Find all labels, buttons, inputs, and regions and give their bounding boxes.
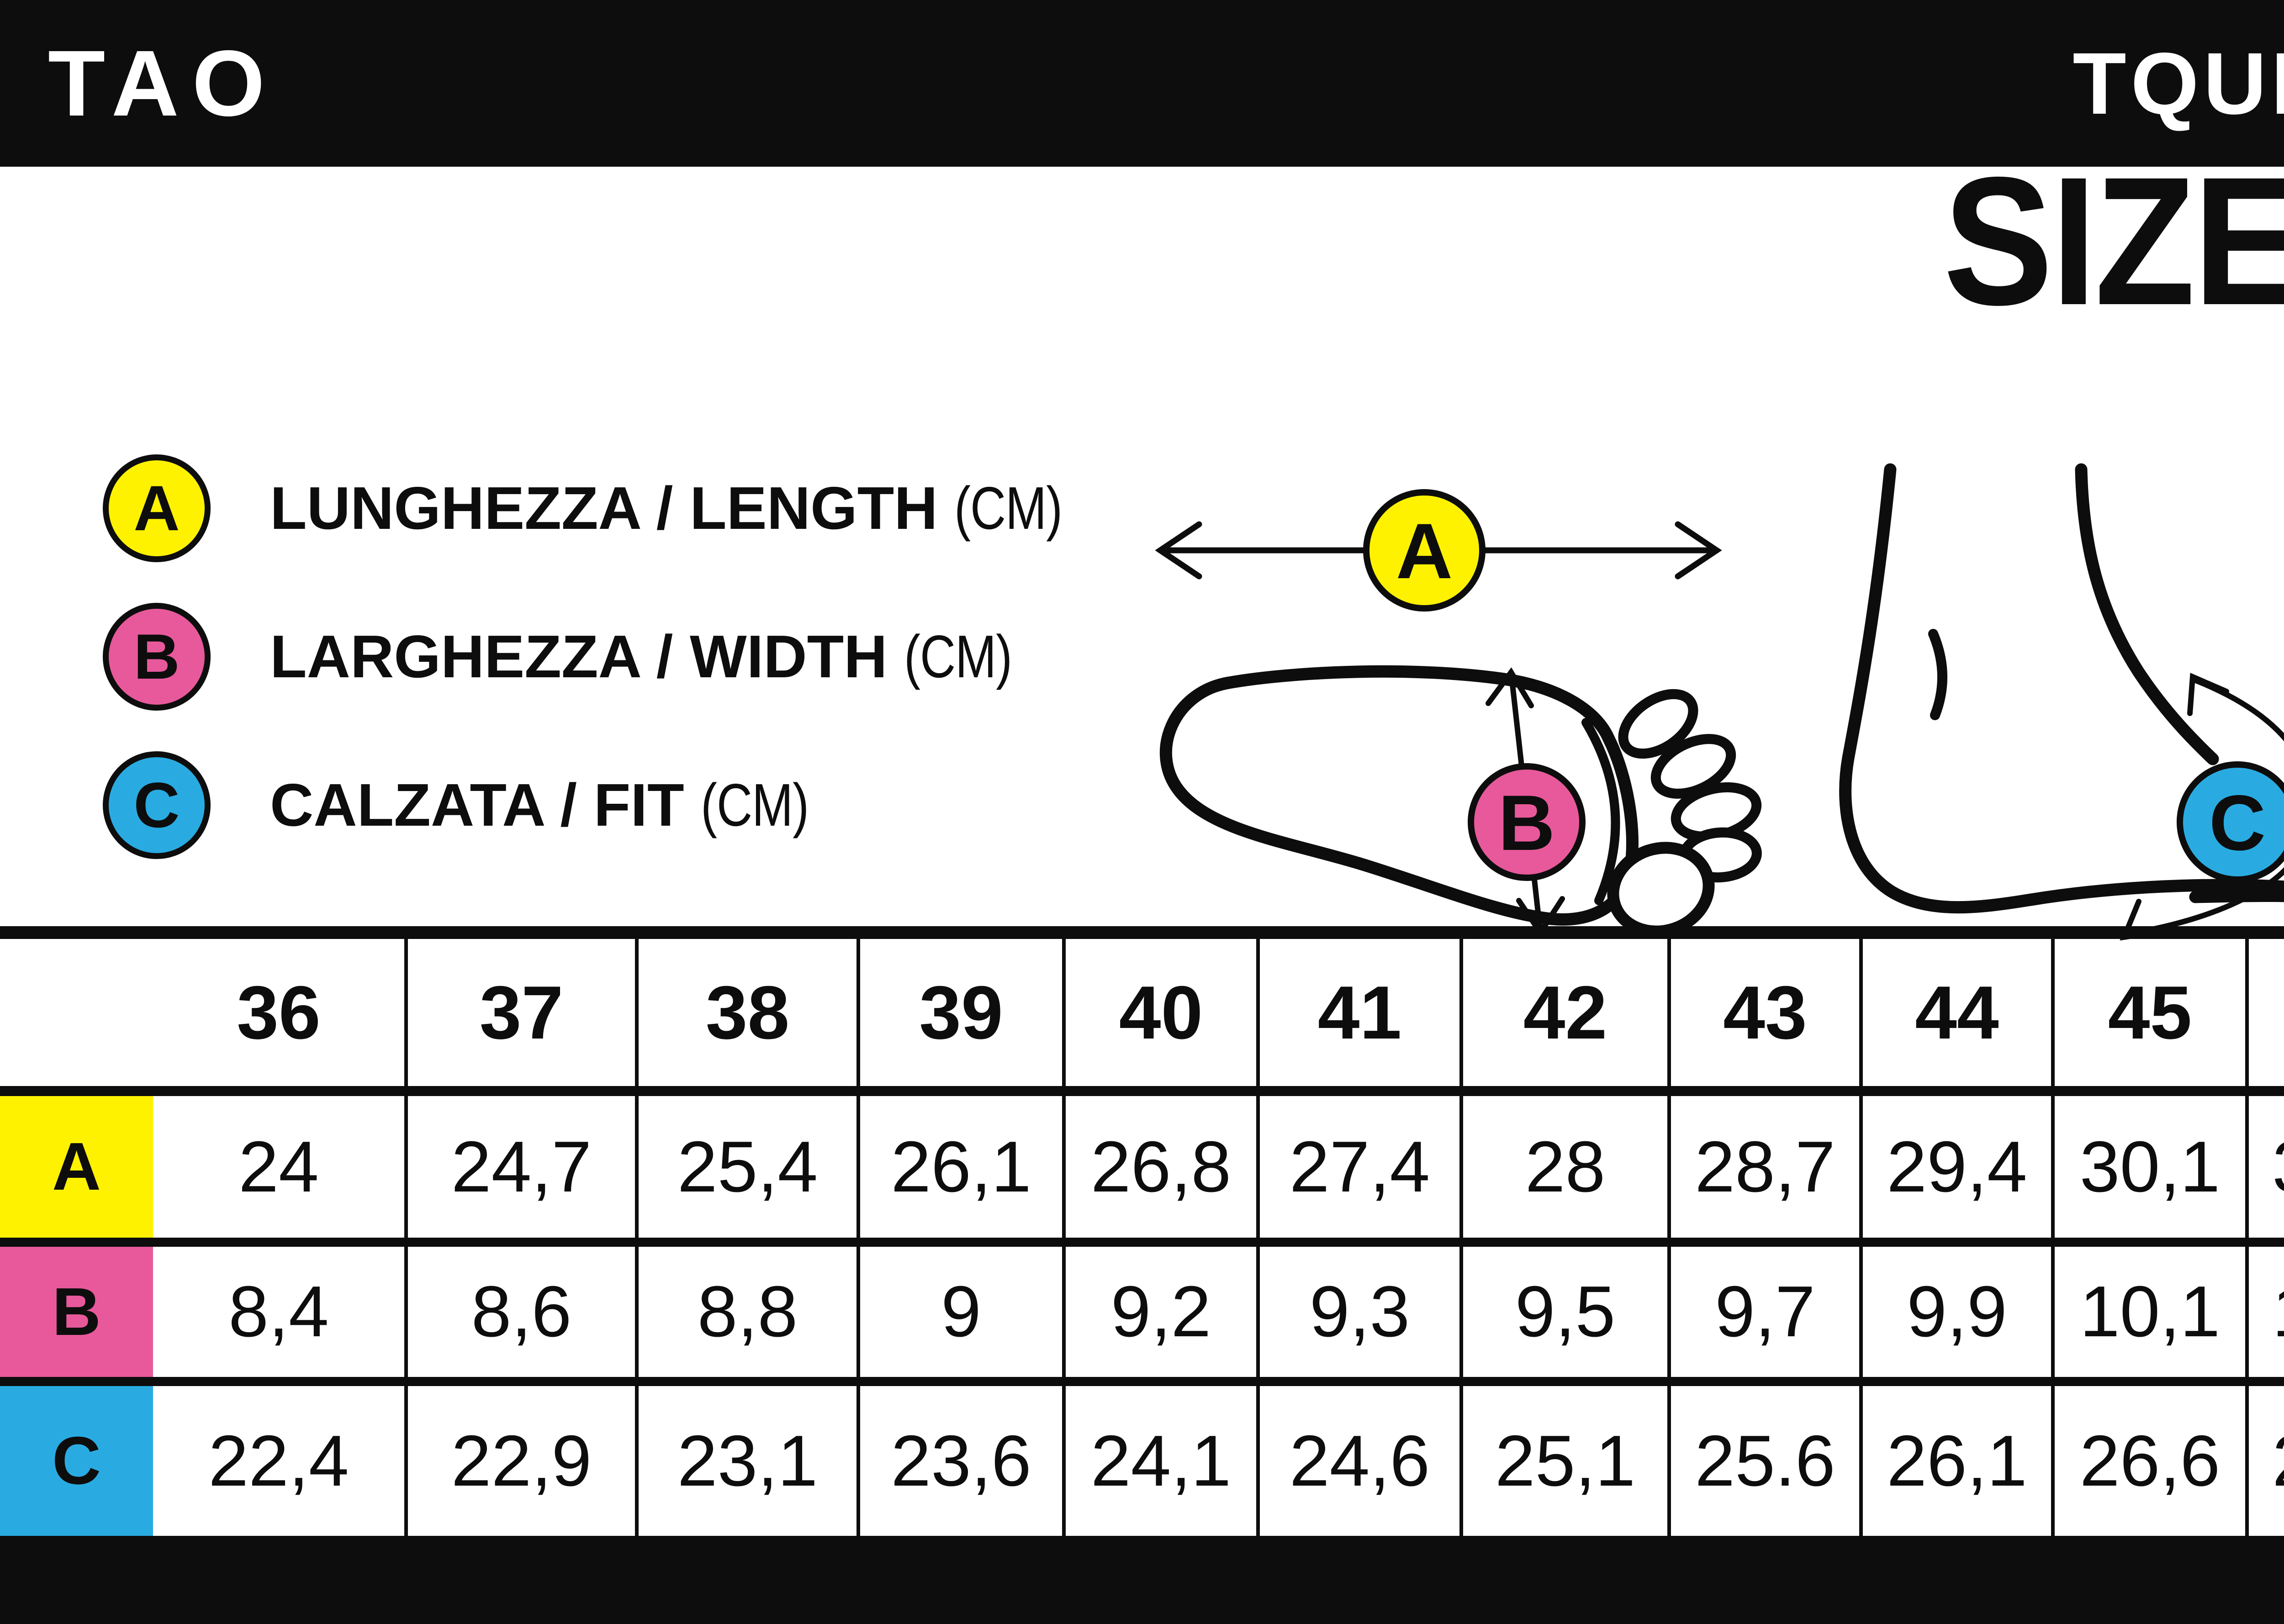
width-marker-icon <box>1468 763 1586 881</box>
fit-marker-icon: C <box>103 751 211 859</box>
measurement-cell: 28 <box>1459 1096 1667 1238</box>
measurement-cell: 9,7 <box>1667 1247 1859 1377</box>
header-bar: TAO TQURA <box>0 0 2284 167</box>
measurement-cell: 29,4 <box>1859 1096 2051 1238</box>
size-table-row-width: B 8,4 8,68,899,29,39,59,79,910,110,2 <box>0 1247 2284 1386</box>
size-column-header: 42 <box>1459 939 1667 1086</box>
legend-label-text: LUNGHEZZA / LENGTH <box>270 475 938 542</box>
size-column-header: 41 <box>1256 939 1459 1086</box>
measurement-cell: 8,8 <box>635 1247 856 1377</box>
width-arrow-icon <box>1486 667 1565 938</box>
fit-marker-icon <box>2177 761 2284 883</box>
size-column-header: 43 <box>1667 939 1859 1086</box>
measurement-cell: 27,1 <box>2245 1386 2284 1536</box>
measurement-cell: 9,9 <box>1859 1247 2051 1377</box>
fit-arrow-icon <box>2120 673 2284 941</box>
size-column-header: 36 <box>237 970 321 1055</box>
measurement-cell: 22,4 <box>208 1420 349 1501</box>
size-table-row-length: A 24 24,725,426,126,827,42828,729,430,130,… <box>0 1096 2284 1247</box>
legend-unit-text: (CM) <box>954 475 1063 542</box>
legend-item-fit: C CALZATA / FIT (CM) <box>103 751 1153 859</box>
measurement-cell: 23,1 <box>635 1386 856 1536</box>
measurement-cell: 26,6 <box>2051 1386 2245 1536</box>
length-marker-letter: A <box>1396 507 1453 595</box>
measurement-cell: 8,6 <box>404 1247 635 1377</box>
brand-logo: TAO <box>48 31 278 136</box>
size-column-header: 39 <box>856 939 1062 1086</box>
row-label-C: C <box>0 1386 153 1536</box>
measurement-cell: 25,1 <box>1459 1386 1667 1536</box>
legend-label-text: LARGHEZZA / WIDTH <box>270 623 888 690</box>
measurement-cell: 9,5 <box>1459 1247 1667 1377</box>
width-marker-letter: B <box>1498 779 1555 867</box>
size-column-header: 37 <box>404 939 635 1086</box>
width-marker-icon: B <box>103 602 211 711</box>
size-table-header-row: 36 37383940414243444546 <box>0 939 2284 1096</box>
size-column-header: 44 <box>1859 939 2051 1086</box>
length-marker-icon <box>1363 489 1486 612</box>
length-arrow-icon <box>1155 521 1722 580</box>
measure-legend: A LUNGHEZZA / LENGTH (CM) B LARGHEZZA / … <box>103 454 1153 900</box>
size-column-header: 40 <box>1062 939 1256 1086</box>
legend-item-length: A LUNGHEZZA / LENGTH (CM) <box>103 454 1153 562</box>
measurement-cell: 23,6 <box>856 1386 1062 1536</box>
legend-unit-text: (CM) <box>904 623 1012 690</box>
measurement-cell: 24,7 <box>404 1096 635 1238</box>
length-marker-icon: A <box>103 454 211 562</box>
measurement-cell: 24 <box>238 1126 319 1207</box>
measurement-cell: 10,1 <box>2051 1247 2245 1377</box>
measurement-cell: 8,4 <box>228 1271 329 1352</box>
size-column-header: 45 <box>2051 939 2245 1086</box>
size-column-header: 38 <box>635 939 856 1086</box>
measurement-cell: 27,4 <box>1256 1096 1459 1238</box>
measurement-cell: 24,6 <box>1256 1386 1459 1536</box>
diagram-markers: A B C <box>1363 489 2284 883</box>
measurement-cell: 9,2 <box>1062 1247 1256 1377</box>
page-title: SIZES <box>1943 139 2284 343</box>
model-name: TQURA <box>2073 34 2284 132</box>
foot-sole-illustration <box>1159 665 1762 938</box>
row-label-A: A <box>0 1096 153 1238</box>
measurement-cell: 25.6 <box>1667 1386 1859 1536</box>
measurement-cell: 28,7 <box>1667 1096 1859 1238</box>
fit-marker-letter: C <box>2209 779 2266 867</box>
ankle-side-illustration <box>1839 463 2284 914</box>
measurement-cell: 9 <box>856 1247 1062 1377</box>
footer-bar <box>0 1536 2284 1624</box>
legend-item-label: LARGHEZZA / WIDTH (CM) <box>270 622 1036 691</box>
legend-label-text: CALZATA / FIT <box>270 771 684 838</box>
size-table-row-fit: C 22,4 22,9 23,1 23,6 24,1 24,6 25,1 25.6 26,1 26,… <box>0 1386 2284 1536</box>
measurement-cell: 10,2 <box>2245 1247 2284 1377</box>
measurement-cell: 24,1 <box>1062 1386 1256 1536</box>
legend-item-label: CALZATA / FIT (CM) <box>270 770 832 839</box>
measurement-cell: 30,8 <box>2245 1096 2284 1238</box>
measurement-cell: 30,1 <box>2051 1096 2245 1238</box>
table-corner-cell <box>0 939 153 1086</box>
measurement-cell: 9,3 <box>1256 1247 1459 1377</box>
measurement-cell: 26,1 <box>856 1096 1062 1238</box>
size-table: 3637383940414243444546 A2424,725,426,126… <box>0 926 2284 1536</box>
measurement-cell: 25,4 <box>635 1096 856 1238</box>
size-column-header: 46 <box>2245 939 2284 1086</box>
measurement-cell: 22,9 <box>404 1386 635 1536</box>
legend-unit-text: (CM) <box>701 771 809 838</box>
measurement-cell: 26,8 <box>1062 1096 1256 1238</box>
legend-item-width: B LARGHEZZA / WIDTH (CM) <box>103 602 1153 711</box>
legend-item-label: LUNGHEZZA / LENGTH (CM) <box>270 474 1086 543</box>
measurement-cell: 26,1 <box>1859 1386 2051 1536</box>
row-label-B: B <box>0 1247 153 1377</box>
